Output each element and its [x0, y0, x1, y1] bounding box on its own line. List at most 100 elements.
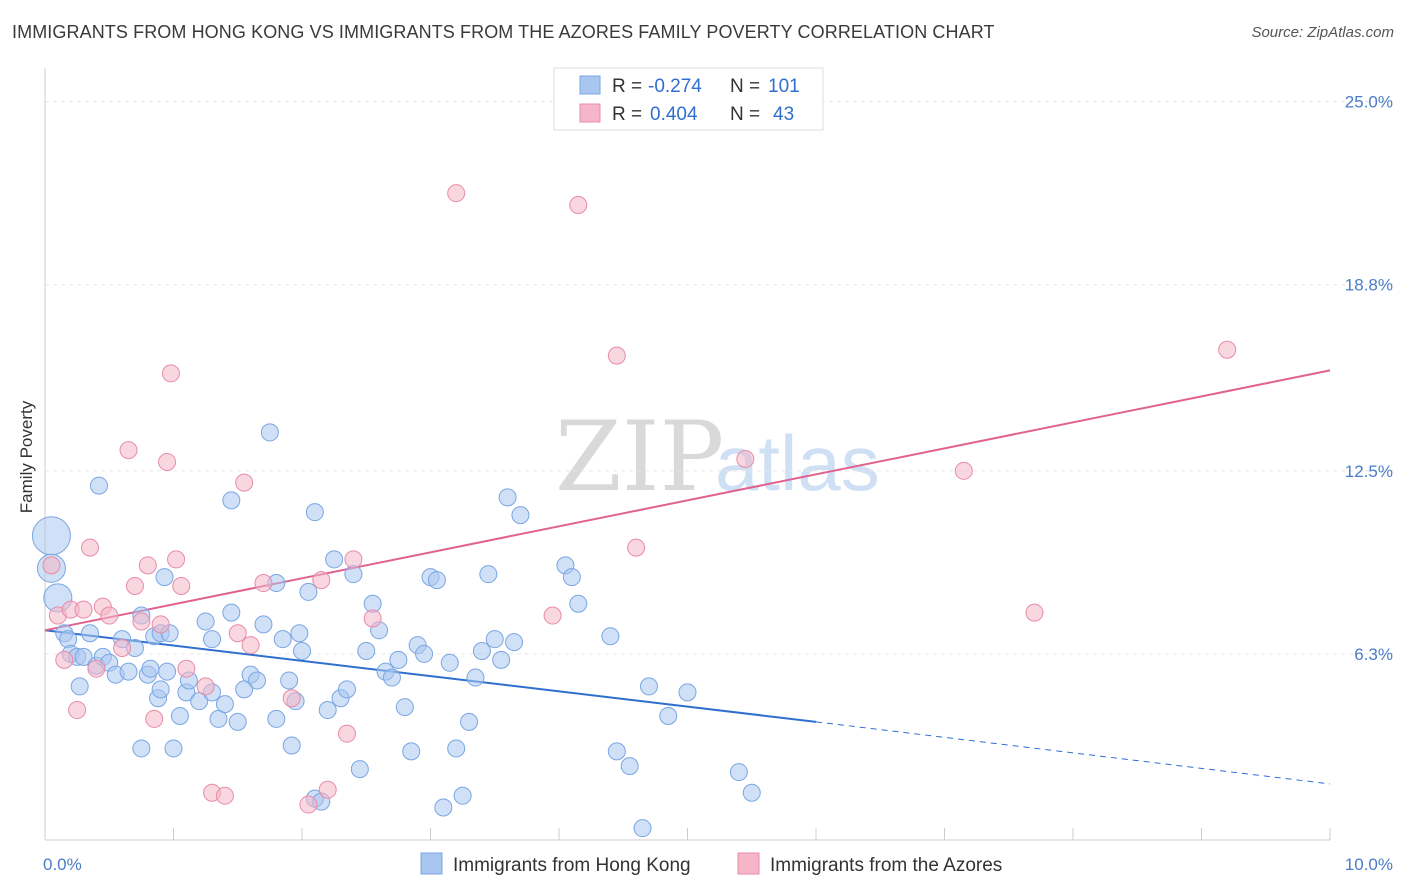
point-hongkong — [562, 568, 581, 587]
point-azores — [172, 577, 191, 595]
bottom-legend-swatch-hongkong — [420, 852, 443, 875]
point-azores — [318, 780, 337, 799]
point-azores — [74, 600, 93, 619]
point-hongkong — [460, 712, 479, 731]
point-hongkong — [74, 647, 93, 666]
point-hongkong — [357, 641, 376, 660]
point-hongkong — [228, 712, 247, 731]
point-hongkong — [337, 680, 356, 699]
point-hongkong — [607, 742, 626, 761]
point-azores — [282, 689, 301, 708]
legend-r-value-1: -0.274 — [648, 76, 702, 97]
point-hongkong — [453, 786, 472, 805]
point-hongkong — [729, 763, 748, 782]
point-azores — [607, 346, 626, 365]
x-tick-min: 0.0% — [43, 855, 82, 874]
point-hongkong — [498, 488, 517, 507]
point-hongkong — [164, 739, 183, 758]
y-tick-label: 12.5% — [1345, 462, 1393, 481]
point-azores — [235, 473, 254, 492]
point-azores — [119, 441, 138, 460]
point-azores — [80, 538, 99, 557]
point-hongkong — [569, 594, 588, 613]
point-azores — [87, 659, 106, 678]
point-hongkong — [395, 698, 414, 717]
trend-line-hongkong-extrapolated — [815, 721, 1331, 785]
source-label: Source: ZipAtlas.com — [1251, 24, 1394, 41]
point-hongkong — [203, 630, 222, 649]
point-azores — [158, 452, 177, 471]
point-hongkong — [601, 627, 620, 646]
point-azores — [113, 639, 132, 658]
point-azores — [215, 786, 234, 805]
point-hongkong — [472, 641, 491, 660]
point-azores — [228, 624, 247, 643]
point-hongkong — [119, 662, 138, 681]
point-azores — [299, 795, 318, 814]
grid-lines — [45, 101, 1395, 655]
point-hongkong — [742, 783, 761, 802]
point-hongkong — [248, 671, 267, 690]
point-azores — [151, 615, 170, 634]
point-hongkong — [350, 760, 369, 779]
point-hongkong — [415, 644, 434, 663]
point-azores — [167, 550, 186, 569]
legend-n-value-2: 43 — [773, 104, 794, 125]
point-hongkong — [492, 650, 511, 669]
y-tick-label: 6.3% — [1354, 645, 1393, 664]
bottom-legend-swatch-azores — [737, 852, 760, 875]
point-hongkong — [505, 633, 524, 652]
point-azores — [42, 556, 61, 575]
legend-r-label-2: R = — [612, 104, 642, 125]
point-azores — [736, 450, 755, 468]
legend-swatch-hongkong — [579, 75, 601, 95]
trend-line-hongkong — [44, 629, 817, 723]
point-hongkong — [196, 612, 215, 631]
point-hongkong — [293, 641, 311, 660]
point-azores — [447, 184, 466, 203]
point-azores — [145, 709, 164, 728]
point-hongkong — [70, 677, 89, 696]
point-azores — [569, 196, 588, 214]
point-hongkong — [440, 653, 459, 672]
point-hongkong — [479, 565, 498, 584]
y-tick-label: 25.0% — [1345, 93, 1393, 112]
point-hongkong — [299, 582, 318, 601]
point-azores — [241, 636, 260, 655]
point-hongkong — [639, 677, 658, 696]
point-hongkong — [59, 630, 78, 649]
point-hongkong — [170, 706, 189, 725]
point-hongkong — [280, 671, 299, 690]
point-azores — [55, 650, 74, 669]
point-hongkong — [80, 624, 99, 643]
point-hongkong — [132, 739, 151, 758]
point-hongkong — [273, 630, 292, 649]
point-hongkong — [31, 516, 71, 556]
y-tick-label: 18.8% — [1345, 276, 1393, 295]
point-hongkong — [678, 683, 697, 702]
point-hongkong — [427, 571, 446, 590]
point-hongkong — [305, 503, 324, 522]
point-azores — [161, 364, 180, 383]
point-hongkong — [382, 668, 401, 687]
point-hongkong — [260, 423, 279, 442]
point-hongkong — [620, 757, 639, 776]
point-azores — [254, 574, 273, 593]
scatter-points — [31, 184, 1237, 838]
legend-n-value-1: 101 — [768, 76, 800, 97]
point-hongkong — [511, 506, 530, 525]
chart-title: IMMIGRANTS FROM HONG KONG VS IMMIGRANTS … — [12, 22, 995, 42]
bottom-legend-label-hongkong: Immigrants from Hong Kong — [453, 855, 691, 876]
point-hongkong — [222, 603, 241, 622]
axes — [44, 68, 1331, 841]
point-hongkong — [158, 662, 177, 681]
point-hongkong — [325, 550, 344, 569]
x-tick-max: 10.0% — [1345, 855, 1393, 874]
y-tick-labels: 6.3% 12.5% 18.8% 25.0% — [1345, 93, 1393, 664]
point-hongkong — [447, 739, 466, 758]
point-azores — [954, 461, 973, 480]
point-azores — [543, 606, 562, 625]
legend-n-label-2: N = — [730, 104, 760, 125]
point-hongkong — [141, 659, 160, 678]
